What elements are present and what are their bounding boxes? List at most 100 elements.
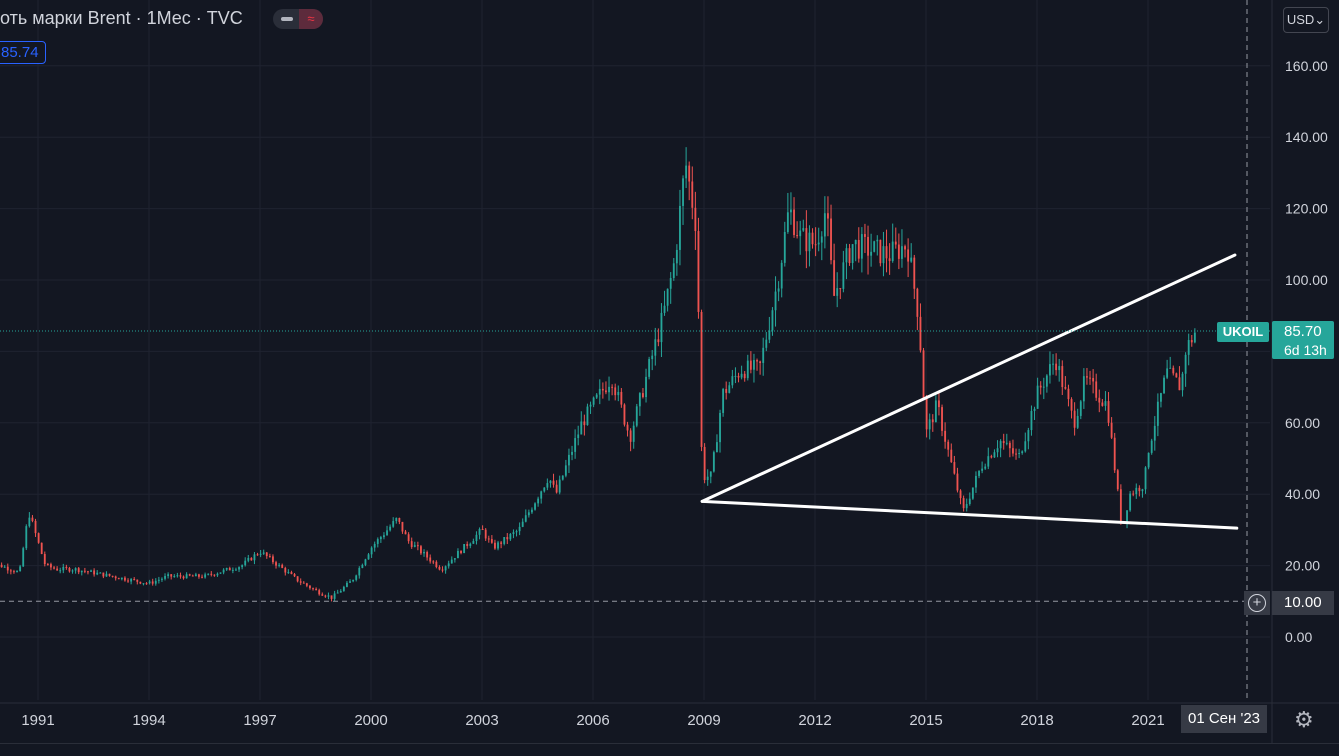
candle-body bbox=[272, 556, 274, 563]
candle-body bbox=[176, 575, 179, 577]
candle-body bbox=[222, 569, 225, 573]
candle-body bbox=[1076, 415, 1079, 428]
candle-body bbox=[811, 232, 814, 245]
legend-visibility-toggle[interactable]: ≈ bbox=[273, 9, 323, 29]
candle-body bbox=[823, 213, 826, 237]
candle-body bbox=[700, 311, 703, 447]
candle-body bbox=[71, 570, 74, 572]
candle-body bbox=[555, 484, 558, 493]
candle-body bbox=[154, 580, 157, 584]
candle-body bbox=[703, 446, 706, 481]
candle-body bbox=[1049, 364, 1051, 376]
candle-body bbox=[1107, 401, 1110, 423]
candle-body bbox=[364, 559, 367, 565]
crosshair-date-tag: 01 Сен '23 bbox=[1181, 705, 1267, 733]
candle-body bbox=[666, 288, 669, 306]
candle-body bbox=[876, 239, 879, 242]
candle-body bbox=[253, 554, 256, 561]
candle-body bbox=[1119, 489, 1122, 523]
candle-body bbox=[685, 165, 688, 179]
candle-body bbox=[90, 570, 92, 572]
candle-body bbox=[805, 228, 808, 252]
x-tick-label: 2012 bbox=[798, 712, 831, 729]
candle-body bbox=[1055, 363, 1058, 371]
candle-body bbox=[1181, 373, 1184, 391]
candle-body bbox=[1193, 332, 1196, 343]
symbol-legend-title[interactable]: оть марки Brent · 1Мес · TVC bbox=[0, 8, 243, 28]
candle-body bbox=[568, 454, 570, 466]
candle-body bbox=[1132, 493, 1135, 495]
candle-body bbox=[247, 557, 250, 561]
candle-body bbox=[111, 575, 114, 577]
currency-button[interactable]: USD⌄ bbox=[1283, 7, 1329, 33]
candle-body bbox=[543, 487, 546, 492]
candle-body bbox=[1064, 387, 1067, 389]
x-tick-label: 2009 bbox=[687, 712, 720, 729]
candle-body bbox=[737, 375, 740, 378]
candle-body bbox=[626, 424, 629, 431]
trendline bbox=[700, 253, 1237, 503]
candle-body bbox=[971, 487, 974, 499]
candle-body bbox=[142, 583, 145, 585]
candle-body bbox=[62, 566, 65, 571]
candle-body bbox=[429, 557, 432, 562]
candle-body bbox=[1033, 408, 1036, 411]
add-alert-button[interactable]: + bbox=[1244, 591, 1270, 615]
candle-body bbox=[531, 509, 533, 513]
candle-body bbox=[460, 550, 462, 554]
candle-body bbox=[1095, 381, 1098, 398]
candle-body bbox=[290, 572, 293, 575]
candle-body bbox=[534, 503, 536, 510]
candle-body bbox=[191, 575, 194, 577]
candle-body bbox=[490, 539, 493, 543]
candle-body bbox=[120, 577, 123, 580]
candle-body bbox=[327, 595, 330, 597]
gear-icon[interactable]: ⚙ bbox=[1294, 707, 1314, 732]
candle-body bbox=[395, 517, 398, 522]
candle-body bbox=[330, 595, 333, 599]
candle-body bbox=[392, 521, 395, 527]
candle-body bbox=[469, 543, 472, 546]
candle-body bbox=[1070, 399, 1073, 411]
candle-body bbox=[373, 543, 376, 548]
candle-body bbox=[691, 181, 694, 208]
candle-body bbox=[759, 361, 762, 363]
candle-body bbox=[1169, 367, 1172, 369]
candle-body bbox=[860, 234, 863, 259]
candle-body bbox=[379, 537, 382, 540]
candle-body bbox=[13, 571, 15, 573]
candle-body bbox=[956, 473, 959, 491]
candle-body bbox=[358, 567, 361, 576]
candle-body bbox=[56, 568, 59, 571]
candle-body bbox=[984, 466, 987, 469]
candle-body bbox=[645, 376, 647, 398]
candle-body bbox=[287, 572, 290, 574]
candle-body bbox=[820, 236, 823, 243]
candle-body bbox=[672, 263, 675, 279]
candle-body bbox=[87, 571, 89, 573]
candle-body bbox=[1126, 510, 1128, 522]
candle-body bbox=[250, 557, 253, 561]
candle-body bbox=[321, 594, 324, 596]
candle-body bbox=[1005, 442, 1008, 444]
candle-body bbox=[1153, 425, 1156, 441]
candle-body bbox=[922, 350, 925, 398]
candle-body bbox=[762, 347, 765, 363]
crosshair-price-tag: 10.00 bbox=[1272, 591, 1334, 615]
candle-body bbox=[494, 542, 496, 549]
candle-body bbox=[296, 576, 299, 582]
wave-icon: ≈ bbox=[299, 9, 323, 29]
candle-body bbox=[1098, 397, 1101, 403]
candle-body bbox=[432, 561, 435, 563]
candle-body bbox=[540, 491, 543, 499]
candle-body bbox=[1172, 367, 1175, 374]
candle-body bbox=[938, 400, 940, 408]
candle-body bbox=[80, 570, 83, 573]
candle-body bbox=[657, 339, 660, 343]
candle-body bbox=[802, 228, 805, 231]
candle-body bbox=[22, 548, 25, 567]
candle-body bbox=[96, 572, 99, 575]
candle-body bbox=[629, 430, 632, 442]
